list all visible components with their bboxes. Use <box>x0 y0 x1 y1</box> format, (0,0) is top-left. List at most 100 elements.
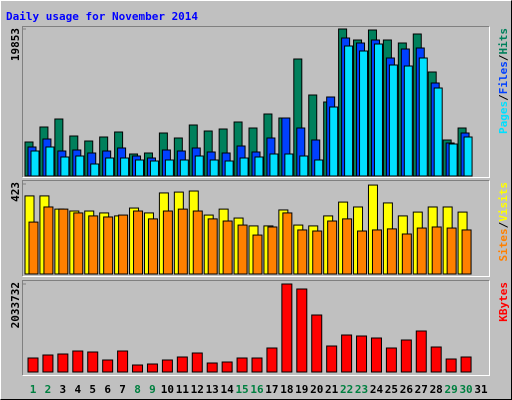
x-tick-label: 7 <box>119 383 126 396</box>
bar <box>342 218 353 275</box>
panel-bevel <box>22 26 490 178</box>
bar <box>73 212 84 275</box>
bar <box>254 156 264 177</box>
bar <box>266 347 278 373</box>
bar <box>42 354 54 373</box>
x-tick-label: 14 <box>221 383 235 396</box>
bar <box>27 357 39 373</box>
bar <box>206 362 218 373</box>
x-tick-label: 4 <box>74 383 81 396</box>
x-tick-label: 13 <box>206 383 219 396</box>
bar <box>117 350 129 373</box>
bar <box>281 283 293 373</box>
bar <box>359 50 369 177</box>
bar <box>179 159 189 177</box>
bar <box>118 214 129 275</box>
bar <box>284 153 294 177</box>
legend-separator: / <box>497 94 510 101</box>
x-tick-label: 28 <box>430 383 443 396</box>
bar <box>431 226 442 275</box>
legend-entry: Pages <box>497 101 510 134</box>
x-tick-label: 6 <box>104 383 111 396</box>
panel-bevel <box>22 180 490 277</box>
x-tick-label: 18 <box>280 383 293 396</box>
bar <box>326 345 338 373</box>
y-tick-label: 19853 <box>9 28 22 61</box>
bar <box>133 210 144 275</box>
x-tick-label: 27 <box>415 383 428 396</box>
x-tick-label: 19 <box>295 383 308 396</box>
x-tick-label: 10 <box>161 383 174 396</box>
bar <box>209 159 219 177</box>
bar <box>162 210 173 275</box>
y-tick-label: 423 <box>9 182 22 202</box>
x-tick-label: 5 <box>89 383 96 396</box>
bar <box>267 226 278 275</box>
x-tick-label: 21 <box>325 383 339 396</box>
bar <box>28 221 39 275</box>
bar <box>177 208 188 275</box>
bar <box>90 163 100 177</box>
x-tick-label: 20 <box>310 383 323 396</box>
x-tick-label: 16 <box>250 383 264 396</box>
chart-title: Daily usage for November 2014 <box>6 10 198 23</box>
bar <box>463 136 473 177</box>
bar <box>191 352 203 373</box>
bar <box>314 159 324 177</box>
bar <box>221 361 233 373</box>
bar <box>147 218 158 275</box>
bar <box>87 351 99 373</box>
bar <box>385 347 397 373</box>
bar <box>192 210 203 275</box>
bar <box>329 106 339 177</box>
x-tick-label: 12 <box>191 383 204 396</box>
bar <box>388 64 398 177</box>
bar <box>446 227 457 275</box>
bar <box>120 157 130 177</box>
bar <box>312 230 323 275</box>
x-tick-label: 17 <box>265 383 278 396</box>
bar <box>416 227 427 275</box>
x-tick-label: 29 <box>445 383 458 396</box>
bar <box>58 208 69 275</box>
bar <box>282 212 293 275</box>
bar <box>386 228 397 275</box>
bar <box>103 216 114 275</box>
bar <box>297 229 308 275</box>
x-tick-label: 30 <box>459 383 472 396</box>
legend-entry: Hits <box>497 28 510 55</box>
x-tick-label: 15 <box>235 383 248 396</box>
bar <box>327 220 338 275</box>
bar <box>448 143 458 177</box>
bar <box>311 314 323 373</box>
bar <box>30 150 40 177</box>
bar <box>57 353 69 373</box>
bar <box>207 218 218 275</box>
bar <box>149 160 159 177</box>
legend-entry: KBytes <box>497 282 510 322</box>
x-tick-label: 25 <box>385 383 398 396</box>
bar <box>344 45 354 177</box>
bar <box>224 160 234 177</box>
legend-separator: / <box>497 221 510 228</box>
bar <box>357 230 368 275</box>
legend-separator: / <box>497 54 510 61</box>
bar <box>430 346 442 373</box>
legend: Sites/Visits <box>497 182 510 262</box>
bar <box>356 335 368 373</box>
x-tick-label: 3 <box>60 383 67 396</box>
bar <box>251 357 263 373</box>
legend: Pages/Files/Hits <box>497 28 510 134</box>
x-tick-label: 22 <box>340 383 353 396</box>
bar <box>239 157 249 177</box>
bar <box>371 229 382 275</box>
bar <box>237 224 248 275</box>
bar <box>341 334 353 373</box>
bar <box>60 156 70 177</box>
bar <box>161 359 173 373</box>
bar <box>88 215 99 275</box>
panel-bevel <box>22 180 490 277</box>
bar <box>299 155 309 177</box>
